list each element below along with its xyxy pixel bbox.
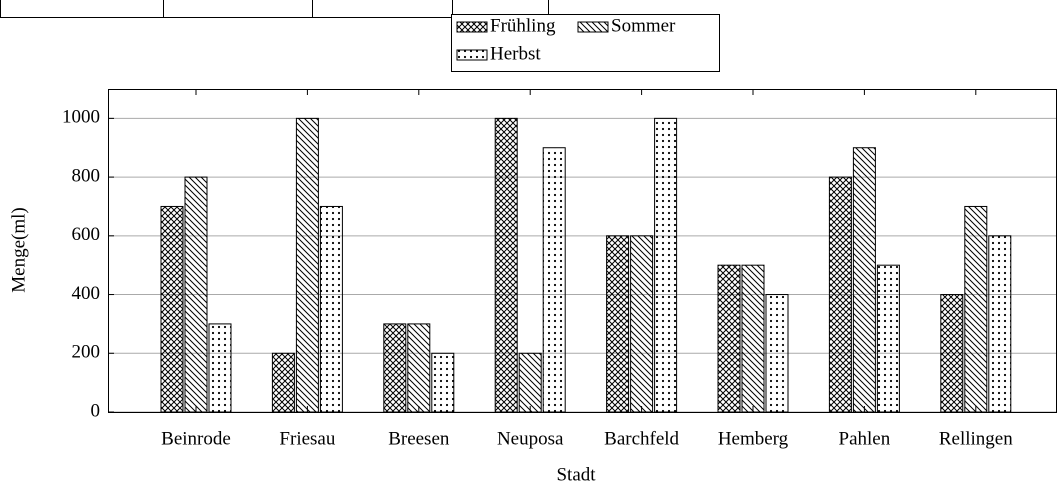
x-tick-label: Breesen (388, 428, 450, 449)
legend-swatch (577, 21, 609, 33)
x-tick-label: Barchfeld (604, 428, 679, 449)
legend-label: Frühling (490, 15, 556, 36)
bar (494, 117, 518, 413)
y-tick-label: 400 (72, 283, 101, 304)
top-table (0, 0, 549, 18)
plot-frame (108, 89, 1057, 413)
bar (431, 352, 455, 413)
bar (988, 235, 1012, 413)
bar (542, 147, 566, 413)
legend-label: Herbst (490, 43, 541, 64)
bar (852, 147, 876, 413)
legend-label: Sommer (611, 15, 676, 36)
bar (518, 352, 542, 413)
bar (741, 264, 765, 413)
bar (271, 352, 295, 413)
bar (160, 205, 184, 413)
y-tick-label: 600 (72, 224, 101, 245)
y-tick-label: 0 (91, 400, 101, 421)
legend-swatch (456, 49, 488, 61)
y-tick-label: 800 (72, 165, 101, 186)
x-tick-label: Friesau (279, 428, 335, 449)
legend-swatch (456, 21, 488, 33)
bar (208, 323, 232, 413)
x-tick-label: Beinrode (161, 428, 231, 449)
bar (828, 176, 852, 413)
bar (295, 117, 319, 413)
bar (876, 264, 900, 413)
y-tick-label: 200 (72, 342, 101, 363)
x-tick-label: Hemberg (718, 428, 789, 449)
bar (717, 264, 741, 413)
bar (407, 323, 431, 413)
bar (319, 205, 343, 413)
bar (940, 294, 964, 413)
bar (654, 117, 678, 413)
x-tick-label: Neuposa (497, 428, 564, 449)
bar (765, 294, 789, 413)
x-tick-label: Rellingen (939, 428, 1013, 449)
bar (964, 205, 988, 413)
x-axis-label: Stadt (556, 464, 596, 485)
y-tick-label: 1000 (62, 107, 100, 128)
bar (383, 323, 407, 413)
y-axis-label: Menge(ml) (8, 207, 29, 292)
bar (606, 235, 630, 413)
bar (630, 235, 654, 413)
x-tick-label: Pahlen (839, 428, 891, 449)
bar (184, 176, 208, 413)
